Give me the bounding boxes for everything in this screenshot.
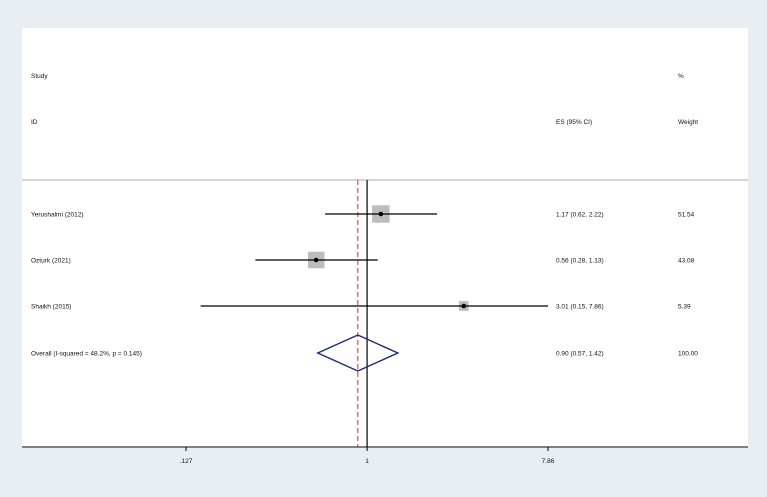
point-estimate: [461, 303, 467, 309]
weight-label: 51.54: [678, 212, 695, 219]
header-id: ID: [31, 119, 38, 126]
header-study: Study: [31, 73, 48, 80]
es-ci-label: 0.56 (0.28, 1.13): [556, 258, 604, 265]
x-tick-label: 7.86: [542, 458, 555, 465]
row-labels: Yerushalmi (2012) 1.17 (0.62, 2.22) 51.54 O…: [31, 212, 698, 358]
x-tick-label: 1: [365, 458, 369, 465]
overall-diamond: [316, 334, 400, 372]
weight-label: 5.39: [678, 304, 691, 311]
point-estimate: [313, 257, 319, 263]
overall-label: Overall (I-squared = 48.2%, p = 0.145): [31, 351, 142, 358]
point-estimate: [378, 211, 384, 217]
x-tick-label: .127: [180, 458, 193, 465]
header-weight: Weight: [678, 119, 698, 126]
header-weight-pct: %: [678, 73, 684, 80]
header-es: ES (95% CI): [556, 119, 592, 126]
x-axis-ticks: .127 1 7.86: [180, 447, 555, 465]
weight-label: 43.08: [678, 258, 695, 265]
overall-weight-label: 100.00: [678, 351, 698, 358]
study-label: Shaikh (2015): [31, 304, 71, 311]
plot-background: [22, 28, 748, 448]
overall-es-ci-label: 0.90 (0.57, 1.42): [556, 351, 604, 358]
es-ci-label: 1.17 (0.62, 2.22): [556, 212, 604, 219]
es-ci-label: 3.01 (0.15, 7.86): [556, 304, 604, 311]
study-label: Yerushalmi (2012): [31, 212, 84, 219]
plot-marks: [200, 180, 548, 447]
study-label: Ozturk (2021): [31, 258, 71, 265]
